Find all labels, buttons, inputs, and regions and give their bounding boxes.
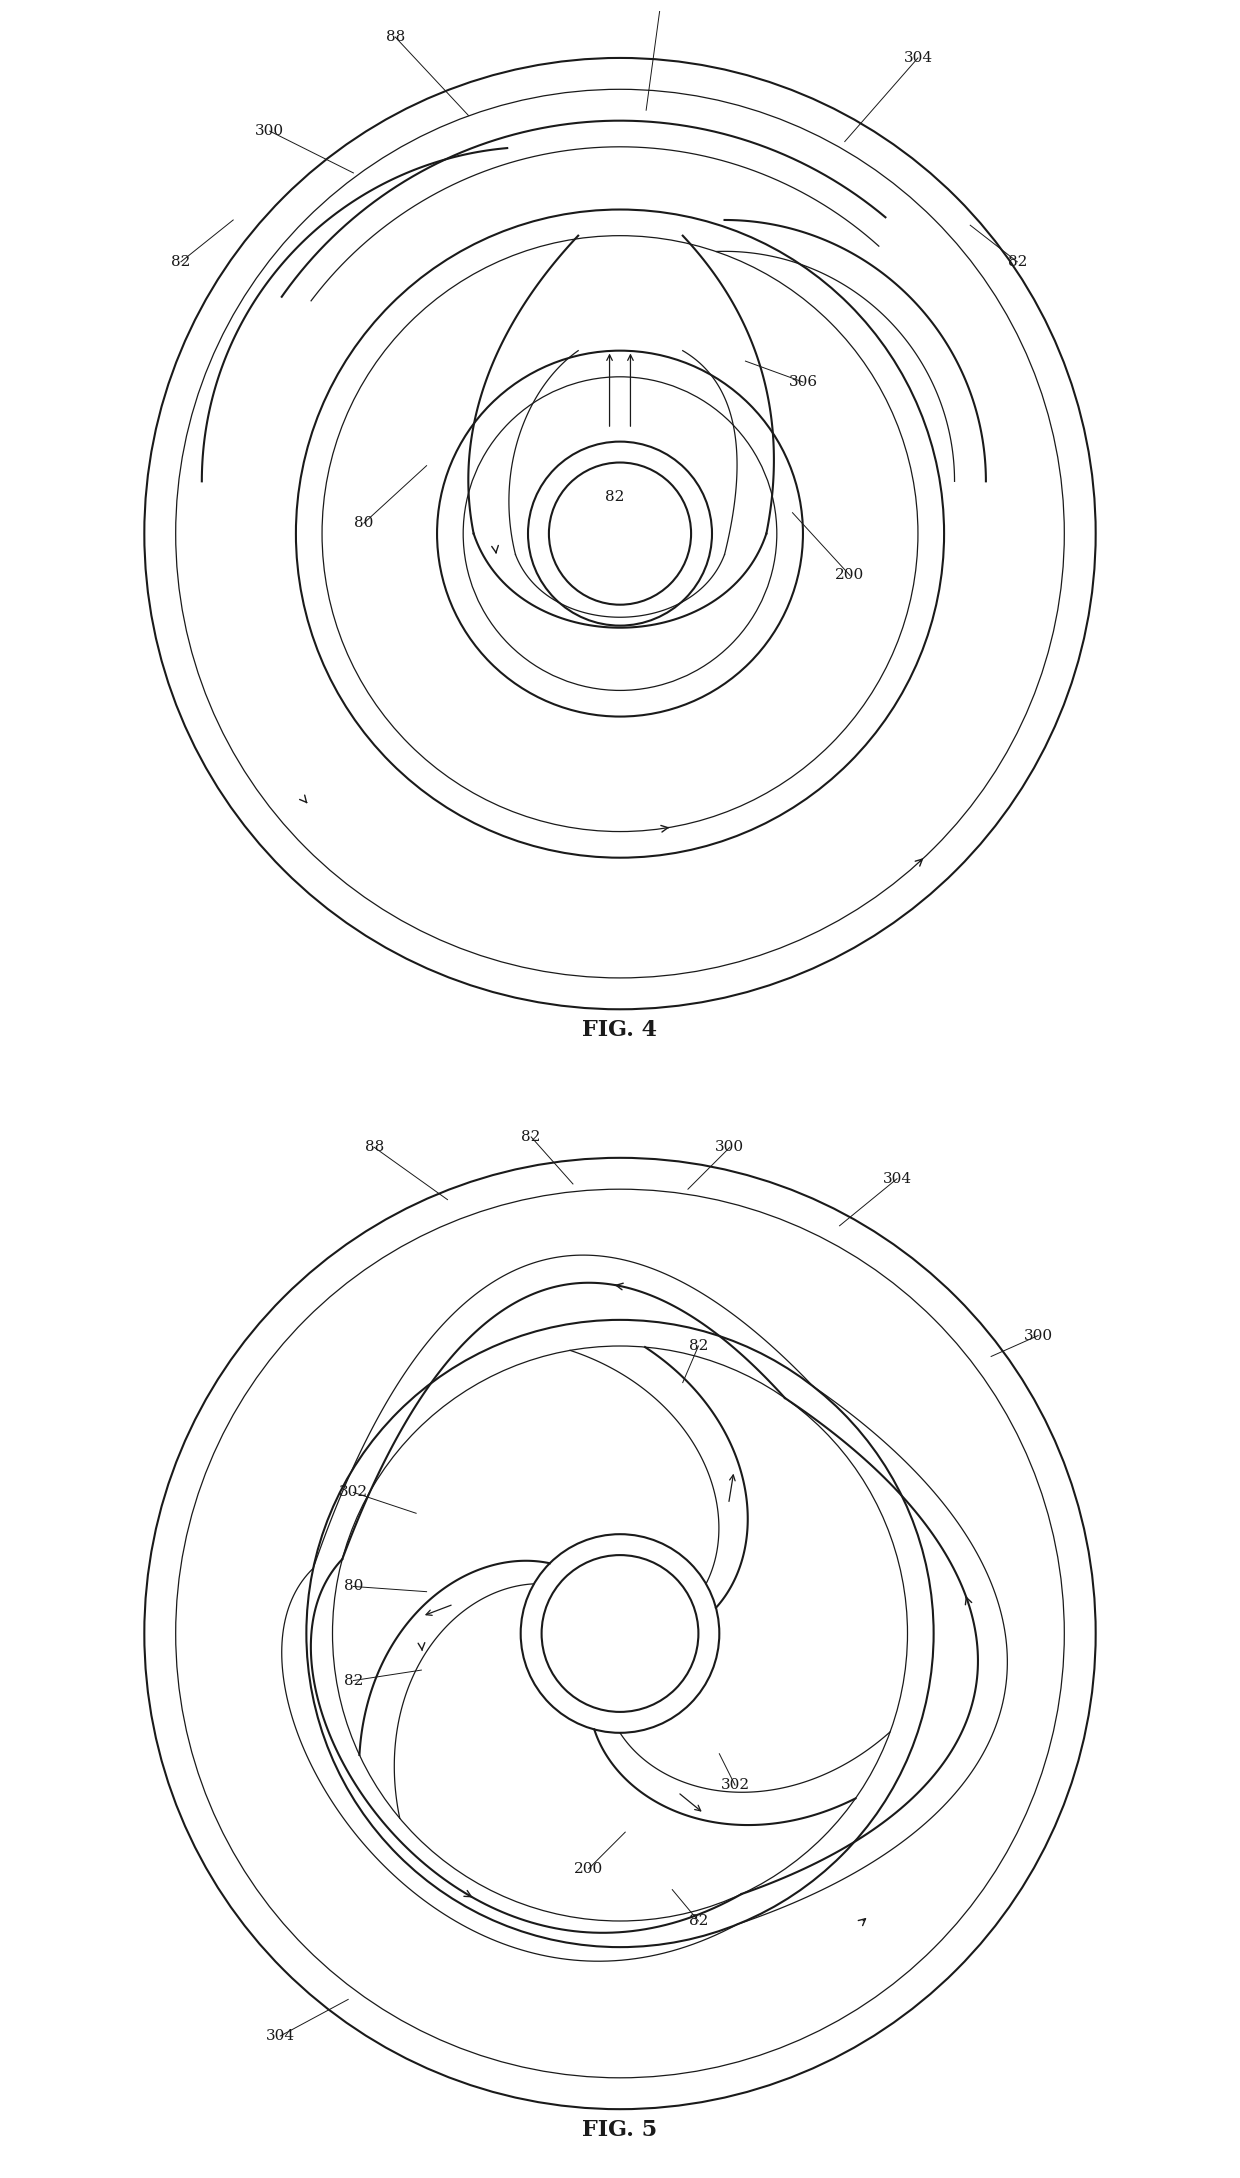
Text: 82: 82 (1008, 255, 1027, 268)
Text: 300: 300 (715, 1141, 744, 1154)
Text: 82: 82 (171, 255, 191, 268)
Text: 82: 82 (688, 1914, 708, 1928)
Text: 82: 82 (343, 1673, 363, 1688)
Text: 304: 304 (883, 1172, 911, 1185)
Text: 302: 302 (339, 1485, 368, 1498)
Text: 302: 302 (647, 0, 676, 2)
Text: 88: 88 (386, 30, 404, 44)
Text: 306: 306 (789, 375, 817, 390)
Text: 304: 304 (265, 2030, 295, 2043)
Text: 82: 82 (688, 1339, 708, 1353)
Text: 300: 300 (255, 124, 284, 137)
Text: 82: 82 (605, 490, 625, 503)
Text: 304: 304 (904, 50, 932, 65)
Text: 88: 88 (365, 1141, 384, 1154)
Text: 80: 80 (355, 516, 373, 529)
Text: 82: 82 (522, 1130, 541, 1143)
Text: 300: 300 (1023, 1329, 1053, 1342)
Text: 200: 200 (574, 1862, 604, 1875)
Text: FIG. 5: FIG. 5 (583, 2119, 657, 2141)
Text: 302: 302 (720, 1777, 749, 1792)
Text: 80: 80 (343, 1579, 363, 1594)
Text: 200: 200 (836, 568, 864, 582)
Text: FIG. 4: FIG. 4 (583, 1019, 657, 1041)
